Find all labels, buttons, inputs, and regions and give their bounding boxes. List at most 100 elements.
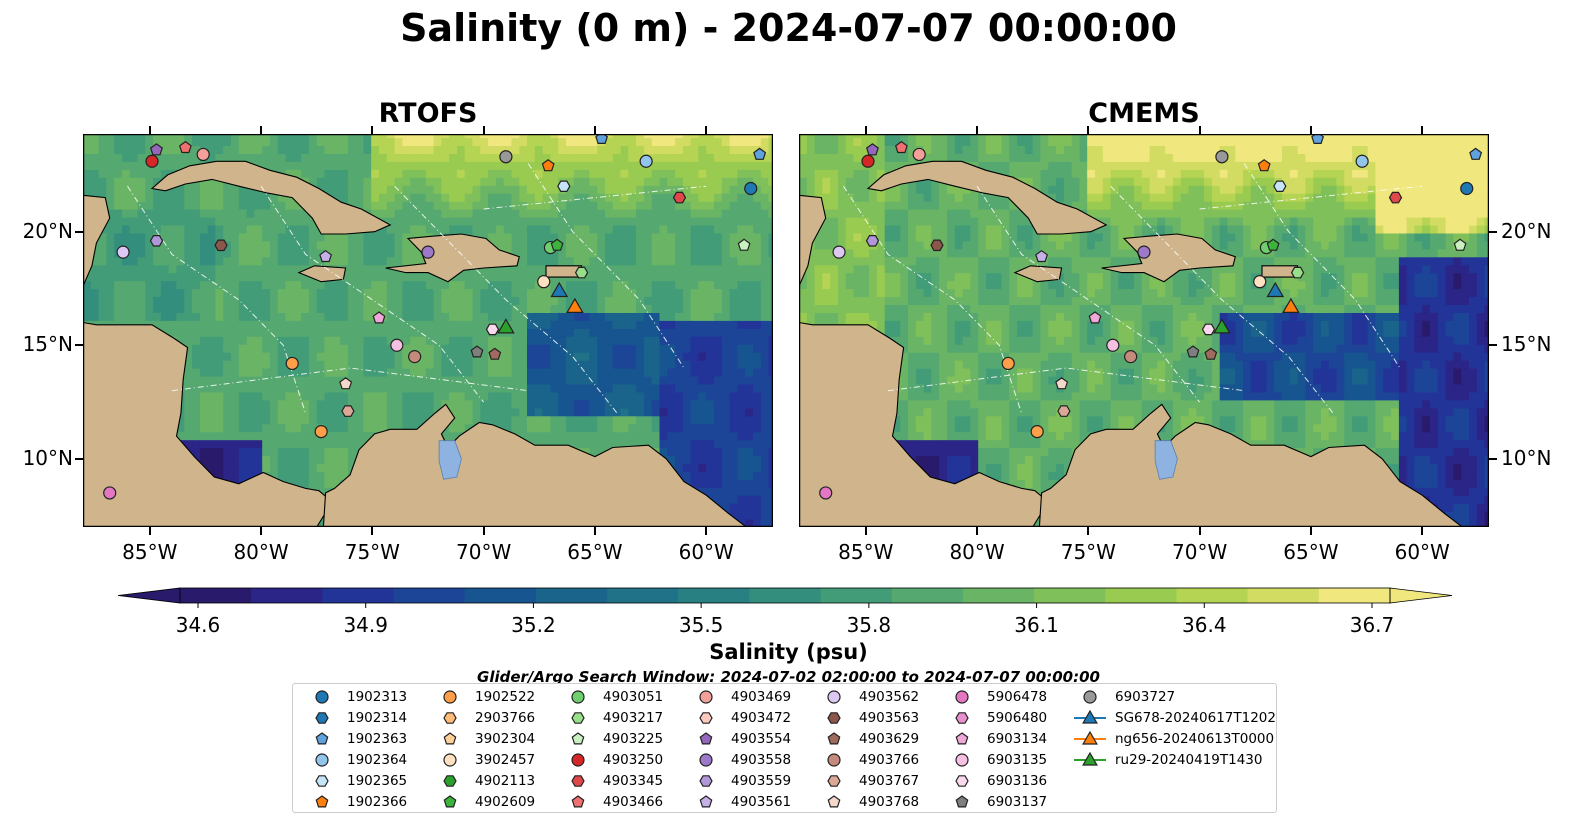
float-4903561 <box>319 249 333 263</box>
lon-tick-label: 60°W <box>678 540 734 564</box>
legend-triangle-marker <box>1082 751 1098 766</box>
lon-tick-label: 65°W <box>567 540 623 564</box>
legend-label: 4902609 <box>475 794 536 810</box>
legend-label: 1902365 <box>347 773 408 789</box>
lon-tick-label: 80°W <box>233 540 289 564</box>
colorbar-tick-label: 35.2 <box>511 613 556 637</box>
legend-circle-marker <box>955 690 969 704</box>
legend-marker-icon <box>699 753 713 767</box>
legend-item-4903559: 4903559 <box>689 771 791 791</box>
legend-item-6903137: 6903137 <box>945 792 1047 812</box>
legend-marker-icon <box>955 690 969 704</box>
land-cuba <box>150 160 392 235</box>
legend-marker-icon <box>827 775 841 787</box>
land-jamaica <box>297 265 347 283</box>
legend-pentagon-marker <box>827 795 841 808</box>
lon-tick-mark <box>593 527 596 535</box>
legend-label: 4903563 <box>859 710 920 726</box>
legend-marker-icon <box>571 795 585 808</box>
land-southAm <box>1038 403 1464 527</box>
legend-label: 4903466 <box>603 794 664 810</box>
lat-tick-mark <box>75 457 83 460</box>
legend-marker-icon <box>315 712 329 724</box>
lat-tick-mark <box>75 344 83 347</box>
lat-tick-label: 10°N <box>1501 445 1552 470</box>
legend-label: 5906480 <box>987 710 1048 726</box>
legend-item-4903217: 4903217 <box>561 708 663 728</box>
float-4903767 <box>341 405 355 417</box>
legend-label: 6903136 <box>987 773 1048 789</box>
legend-label: 4903225 <box>603 731 664 747</box>
legend-item-4903554: 4903554 <box>689 729 791 749</box>
colorbar-segment <box>393 588 466 603</box>
legend-circle-marker <box>1083 690 1097 704</box>
glider-ru29-20240419T1430 <box>497 318 515 334</box>
legend-label: 6903137 <box>987 794 1048 810</box>
legend-item-4903558: 4903558 <box>689 750 791 770</box>
legend-label: 1902313 <box>347 689 408 705</box>
legend-item-4903466: 4903466 <box>561 792 663 812</box>
land-puertorico <box>545 265 583 278</box>
legend-marker-icon <box>315 753 329 767</box>
colorbar-segment <box>678 588 750 603</box>
legend-hexagon-marker <box>699 712 713 724</box>
legend-pentagon-marker <box>699 732 713 745</box>
legend-label: 4903766 <box>859 752 920 768</box>
float-5906478 <box>819 486 833 500</box>
legend-label: 4903562 <box>859 689 920 705</box>
float-4902609 <box>550 238 564 251</box>
float-1902363 <box>595 134 609 144</box>
legend-marker-icon <box>315 775 329 787</box>
float-6903137 <box>1186 345 1200 358</box>
legend-label: 4903217 <box>603 710 664 726</box>
float-4903766 <box>1124 350 1138 364</box>
legend-marker-icon <box>315 795 329 808</box>
colorbar-tick-label: 34.6 <box>176 613 221 637</box>
legend-pentagon-marker <box>827 732 841 745</box>
legend-hexagon-marker <box>443 712 457 724</box>
float-1902363 <box>1311 134 1325 144</box>
lon-tick-label: 75°W <box>1060 540 1116 564</box>
legend-circle-marker <box>315 690 329 704</box>
lon-tick-label: 75°W <box>344 540 400 564</box>
lon-tick-mark <box>1421 527 1424 535</box>
cmems-frame <box>799 134 1489 527</box>
float-4903559 <box>865 234 880 247</box>
legend-marker-icon <box>827 732 841 745</box>
float-1902363 <box>753 147 767 160</box>
float-3902457 <box>1253 275 1267 289</box>
land-yucatan <box>799 194 827 287</box>
land-hispaniola <box>1101 233 1236 283</box>
legend-item-4903561: 4903561 <box>689 792 791 812</box>
float-6903137 <box>470 345 484 358</box>
lon-tick-label: 80°W <box>949 540 1005 564</box>
legend-pentagon-marker <box>315 795 329 808</box>
lat-tick-label: 20°N <box>1501 218 1552 243</box>
rtofs-frame <box>83 134 773 527</box>
panel-title-cmems: CMEMS <box>1088 98 1200 129</box>
legend-marker-icon <box>443 753 457 767</box>
lat-tick-mark <box>1489 344 1497 347</box>
lat-tick-mark <box>1489 457 1497 460</box>
legend-label: 5906478 <box>987 689 1048 705</box>
legend-item-1902365: 1902365 <box>305 771 407 791</box>
float-5906478 <box>103 486 117 500</box>
colorbar-segment <box>1105 588 1177 603</box>
legend-label: 4903558 <box>731 752 792 768</box>
legend-pentagon-marker <box>443 795 457 808</box>
legend-item-4903472: 4903472 <box>689 708 791 728</box>
lon-tick-label: 85°W <box>122 540 178 564</box>
legend-label: 4903051 <box>603 689 664 705</box>
land-centralAm <box>799 321 1050 527</box>
panel-title-rtofs: RTOFS <box>378 98 478 129</box>
float-4903217 <box>574 266 589 279</box>
lake-maracaibo <box>1154 440 1178 480</box>
colorbar-segment <box>322 588 395 603</box>
legend-item-6903134: 6903134 <box>945 729 1047 749</box>
float-1902522 <box>314 424 328 439</box>
legend-marker-icon <box>571 753 585 767</box>
colorbar-segment <box>180 588 252 603</box>
float-4903562 <box>832 245 846 259</box>
land-hispaniola <box>385 233 520 283</box>
legend-label: 4902113 <box>475 773 536 789</box>
